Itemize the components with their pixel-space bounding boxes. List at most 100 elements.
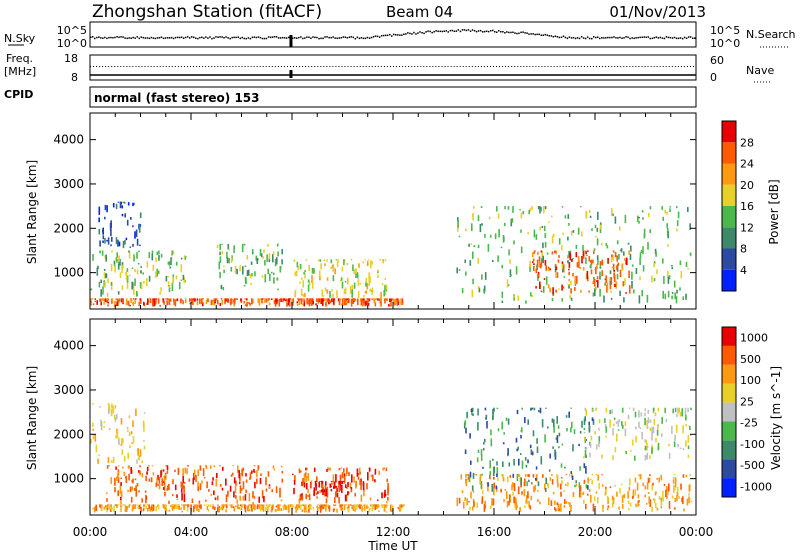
noise-point: [241, 36, 243, 39]
data-cell: [203, 504, 206, 506]
data-cell: [229, 298, 232, 301]
data-cell: [170, 504, 173, 506]
data-cell: [468, 243, 470, 247]
data-cell: [572, 444, 574, 452]
data-cell: [610, 290, 612, 293]
data-cell: [213, 465, 216, 468]
data-cell: [619, 269, 622, 277]
data-cell: [253, 468, 255, 473]
data-cell: [260, 504, 263, 506]
data-cell: [612, 455, 614, 460]
data-cell: [370, 504, 372, 507]
data-cell: [384, 259, 387, 262]
noise-point: [247, 37, 250, 39]
noise-point: [182, 37, 185, 39]
data-cell: [133, 289, 135, 295]
data-cell: [536, 476, 538, 482]
data-cell: [350, 487, 353, 490]
data-cell: [364, 504, 366, 511]
data-cell: [104, 281, 106, 288]
noise-point: [142, 36, 144, 39]
data-cell: [385, 298, 388, 301]
data-cell: [341, 472, 344, 479]
data-cell: [130, 467, 132, 474]
data-cell: [518, 458, 520, 466]
data-cell: [162, 481, 164, 483]
data-cell: [168, 287, 171, 292]
data-cell: [655, 437, 657, 443]
data-cell: [293, 487, 295, 495]
data-cell: [589, 215, 592, 218]
data-cell: [508, 494, 511, 503]
nave-point: [323, 66, 325, 67]
data-cell: [492, 498, 495, 506]
data-cell: [213, 491, 215, 496]
colorbar-tick-label: 1000: [740, 332, 768, 345]
noise-left-tick-top: 10^5: [57, 24, 87, 37]
data-cell: [556, 435, 559, 443]
noise-point: [550, 35, 553, 37]
data-cell: [635, 268, 638, 274]
data-cell: [114, 477, 116, 486]
data-cell: [379, 300, 382, 304]
data-cell: [137, 448, 139, 456]
noise-point: [597, 36, 599, 38]
data-cell: [244, 265, 247, 267]
data-cell: [108, 465, 110, 467]
data-cell: [368, 467, 371, 472]
data-cell: [107, 457, 110, 463]
data-cell: [655, 251, 657, 257]
noise-point: [320, 37, 322, 40]
nave-point: [450, 66, 452, 67]
data-cell: [125, 298, 128, 302]
data-cell: [196, 299, 199, 306]
data-cell: [553, 425, 555, 433]
data-cell: [474, 474, 476, 476]
data-cell: [585, 466, 587, 474]
noise-point: [342, 36, 344, 38]
noise-gap-marker: [289, 35, 293, 47]
data-cell: [539, 501, 541, 505]
noise-point: [643, 36, 645, 38]
noise-point: [279, 37, 282, 39]
data-cell: [612, 497, 615, 505]
data-cell: [372, 474, 374, 482]
data-cell: [150, 506, 152, 511]
data-cell: [551, 474, 553, 476]
data-cell: [513, 295, 515, 298]
noise-point: [570, 37, 573, 39]
data-cell: [489, 460, 491, 469]
colorbar-swatch: [722, 121, 736, 143]
data-cell: [573, 429, 576, 435]
data-cell: [578, 482, 581, 489]
data-cell: [152, 504, 155, 511]
data-cell: [622, 281, 625, 287]
data-cell: [155, 271, 157, 278]
data-cell: [558, 238, 561, 245]
data-cell: [524, 474, 527, 477]
noise-point: [393, 33, 395, 36]
data-cell: [327, 467, 329, 469]
data-cell: [598, 436, 601, 444]
data-cell: [655, 503, 657, 508]
data-cell: [114, 404, 117, 409]
data-cell: [339, 298, 342, 301]
data-cell: [110, 409, 113, 417]
data-cell: [217, 507, 219, 513]
data-cell: [323, 489, 326, 493]
data-cell: [674, 292, 676, 300]
data-cell: [677, 211, 680, 219]
noise-point: [108, 36, 110, 39]
data-cell: [216, 495, 219, 501]
data-cell: [199, 483, 202, 491]
data-cell: [377, 504, 380, 508]
data-cell: [351, 284, 354, 291]
data-cell: [560, 491, 562, 497]
nave-point: [462, 66, 464, 67]
data-cell: [94, 300, 97, 302]
data-cell: [142, 420, 145, 427]
noise-point: [633, 37, 635, 40]
data-cell: [252, 491, 254, 497]
data-cell: [520, 477, 522, 486]
data-cell: [291, 504, 293, 507]
